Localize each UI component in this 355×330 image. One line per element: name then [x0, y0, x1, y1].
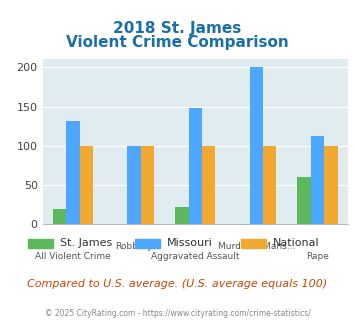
Text: Murder & Mans...: Murder & Mans... [218, 242, 295, 251]
Text: Rape: Rape [306, 252, 329, 261]
Bar [127, 146, 141, 224]
Text: National: National [273, 238, 320, 248]
Bar [175, 207, 189, 224]
Text: Compared to U.S. average. (U.S. average equals 100): Compared to U.S. average. (U.S. average … [27, 279, 328, 289]
Text: Violent Crime Comparison: Violent Crime Comparison [66, 35, 289, 50]
Bar [141, 146, 154, 224]
Text: Robbery: Robbery [115, 242, 153, 251]
Bar [324, 146, 338, 224]
Bar [80, 146, 93, 224]
Text: Missouri: Missouri [167, 238, 213, 248]
Bar [250, 67, 263, 224]
Text: All Violent Crime: All Violent Crime [35, 252, 111, 261]
Bar [297, 177, 311, 224]
Bar [189, 108, 202, 224]
Text: Aggravated Assault: Aggravated Assault [151, 252, 240, 261]
Bar [263, 146, 277, 224]
Bar [311, 136, 324, 224]
Bar [66, 121, 80, 224]
Text: St. James: St. James [60, 238, 113, 248]
Text: 2018 St. James: 2018 St. James [113, 21, 242, 36]
Bar [53, 209, 66, 224]
Text: © 2025 CityRating.com - https://www.cityrating.com/crime-statistics/: © 2025 CityRating.com - https://www.city… [45, 309, 310, 317]
Bar [202, 146, 215, 224]
